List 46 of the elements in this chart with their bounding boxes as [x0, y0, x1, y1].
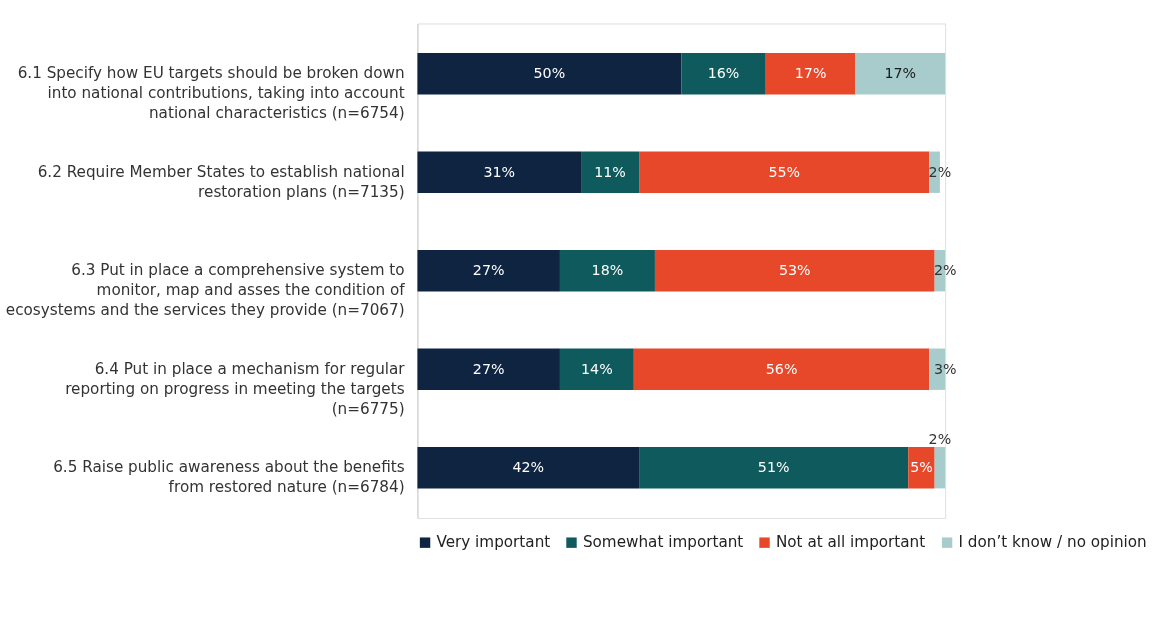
bar [559, 348, 634, 390]
y-tick-label: 6.4 Put in place a mechanism for regular reporting on progress in meeting the targets (n=6775) [65, 359, 406, 418]
legend-label: Somewhat important [582, 533, 744, 552]
data-label: 11% [594, 163, 626, 180]
data-label: 51% [757, 459, 790, 476]
data-label: 56% [765, 360, 798, 377]
data-label: 14% [581, 360, 613, 377]
bar [639, 447, 909, 489]
bar [908, 447, 935, 489]
legend-label: I don’t know / no opinion [958, 533, 1147, 552]
data-label: 31% [483, 163, 516, 180]
bar [934, 447, 946, 489]
bar [559, 250, 655, 292]
bar [654, 250, 935, 292]
data-label: 53% [778, 262, 811, 279]
bar [855, 53, 946, 95]
data-label: 27% [472, 360, 505, 377]
data-label: 2% [928, 163, 952, 180]
bar [417, 53, 682, 95]
data-label: 50% [533, 65, 566, 82]
data-label: 55% [768, 163, 801, 180]
data-label: 2% [933, 262, 957, 279]
data-label: 27% [472, 262, 505, 279]
bar [417, 250, 560, 292]
y-tick-label: 6.3 Put in place a comprehensive system to monitor, map and asses the condition of ecosystems and the services they provide (n=7067) [5, 261, 406, 320]
data-label: 5% [910, 459, 933, 476]
data-label: 42% [512, 459, 545, 476]
bar [639, 151, 930, 193]
data-label: 16% [707, 65, 740, 82]
legend-label: Very important [436, 533, 551, 552]
legend-label: Not at all important [775, 533, 926, 552]
bar [765, 53, 856, 95]
bar [681, 53, 766, 95]
data-label: 17% [794, 65, 827, 82]
bar [417, 447, 640, 489]
data-label: 2% [928, 430, 952, 447]
bar [417, 348, 560, 390]
data-label: 18% [591, 262, 624, 279]
bar [581, 151, 640, 193]
data-label: 3% [933, 360, 957, 377]
data-label: 17% [884, 65, 917, 82]
bar [633, 348, 930, 390]
y-tick-label: 6.5 Raise public awareness about the benefits from restored nature (n=6784) [53, 458, 405, 497]
y-tick-label: 6.2 Require Member States to establish national restoration plans (n=7135) [37, 162, 405, 201]
y-tick-label: 6.1 Specify how EU targets should be broken down into national contributions, taking into account national characteristics (n=6754) [17, 64, 405, 123]
bar [417, 151, 582, 193]
